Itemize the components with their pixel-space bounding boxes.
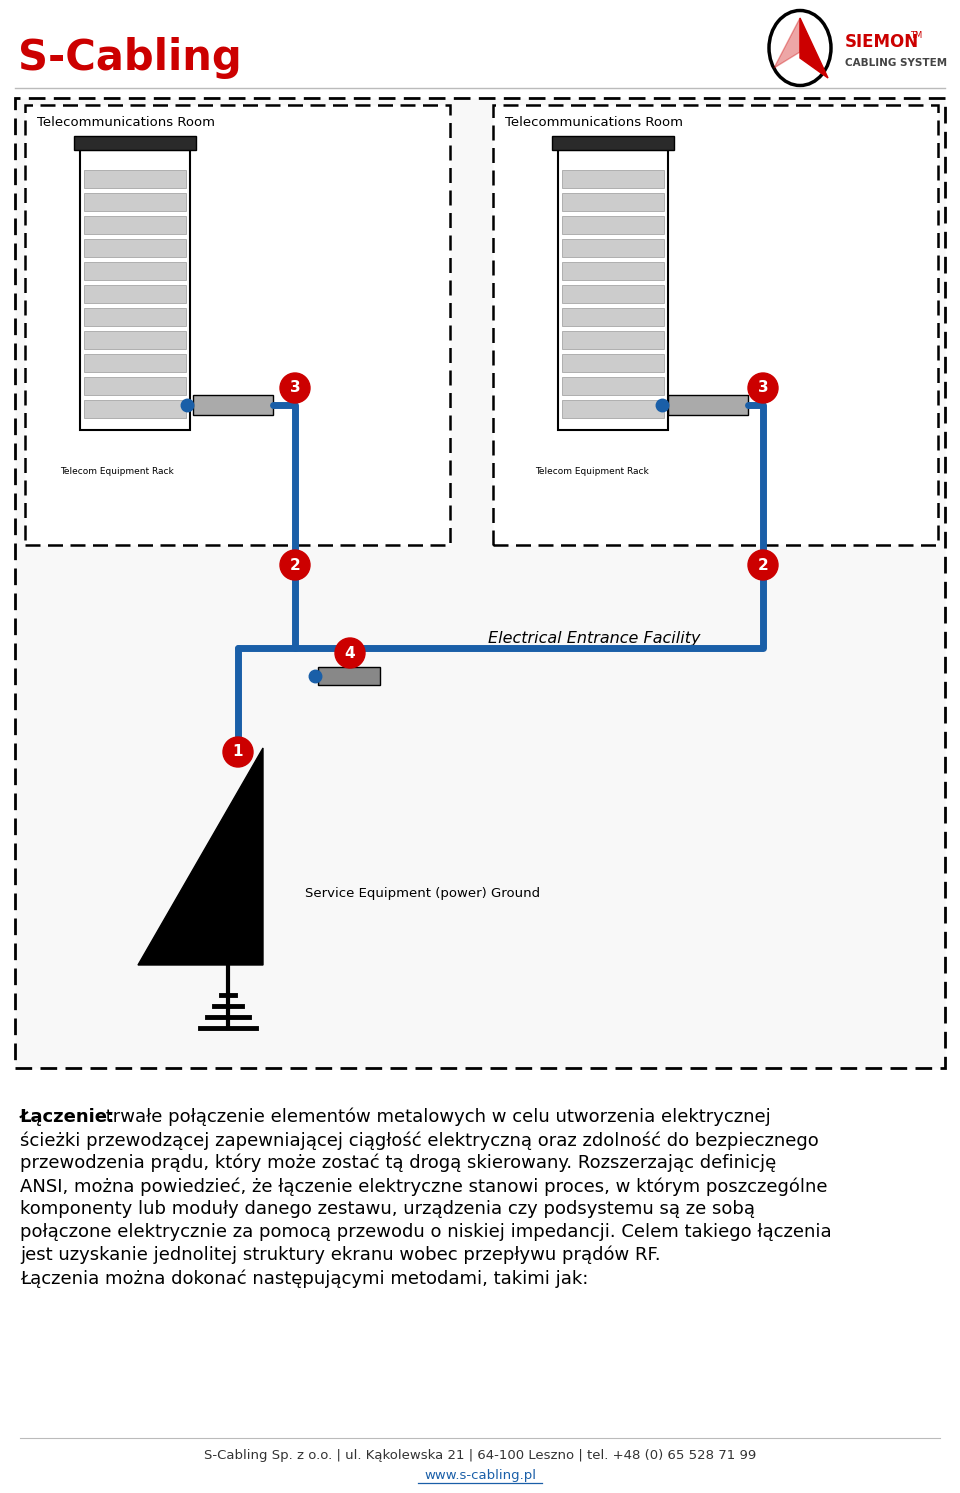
Text: Łączenia można dokonać następującymi metodami, takimi jak:: Łączenia można dokonać następującymi met… bbox=[20, 1269, 588, 1287]
Bar bbox=[562, 261, 664, 281]
Text: SIEMON: SIEMON bbox=[845, 33, 919, 51]
FancyBboxPatch shape bbox=[15, 99, 945, 1067]
Text: połączone elektrycznie za pomocą przewodu o niskiej impedancji. Celem takiego łą: połączone elektrycznie za pomocą przewod… bbox=[20, 1223, 831, 1241]
Bar bbox=[84, 193, 186, 211]
Text: przewodzenia prądu, który może zostać tą drogą skierowany. Rozszerzając definicj: przewodzenia prądu, który może zostać tą… bbox=[20, 1154, 777, 1172]
Bar bbox=[558, 149, 668, 430]
Text: ścieżki przewodzącej zapewniającej ciągłość elektryczną oraz zdolność do bezpiec: ścieżki przewodzącej zapewniającej ciągł… bbox=[20, 1132, 819, 1150]
Bar bbox=[84, 378, 186, 396]
Text: S-Cabling: S-Cabling bbox=[18, 37, 242, 79]
Circle shape bbox=[335, 638, 365, 667]
Bar bbox=[318, 667, 380, 685]
Bar bbox=[562, 170, 664, 188]
Text: 3: 3 bbox=[757, 381, 768, 396]
Bar bbox=[84, 354, 186, 372]
Text: Electrical Entrance Facility: Electrical Entrance Facility bbox=[488, 630, 701, 645]
Circle shape bbox=[748, 549, 778, 579]
Polygon shape bbox=[774, 18, 800, 69]
Bar bbox=[562, 378, 664, 396]
Bar bbox=[84, 331, 186, 349]
Text: Telecommunications Room: Telecommunications Room bbox=[505, 116, 683, 130]
Bar bbox=[84, 285, 186, 303]
Bar bbox=[562, 354, 664, 372]
Text: TM: TM bbox=[910, 31, 923, 40]
Text: Telecommunications Room: Telecommunications Room bbox=[37, 116, 215, 130]
Circle shape bbox=[748, 373, 778, 403]
Text: 2: 2 bbox=[290, 557, 300, 572]
Text: S-Cabling Sp. z o.o. | ul. Kąkolewska 21 | 64-100 Leszno | tel. +48 (0) 65 528 7: S-Cabling Sp. z o.o. | ul. Kąkolewska 21… bbox=[204, 1450, 756, 1463]
Bar bbox=[562, 239, 664, 257]
Text: Łączenie:: Łączenie: bbox=[20, 1108, 115, 1126]
FancyBboxPatch shape bbox=[493, 105, 938, 545]
Polygon shape bbox=[800, 18, 828, 78]
Bar bbox=[84, 400, 186, 418]
Bar bbox=[74, 136, 196, 149]
Text: komponenty lub moduły danego zestawu, urządzenia czy podsystemu są ze sobą: komponenty lub moduły danego zestawu, ur… bbox=[20, 1200, 755, 1218]
Text: trwałe połączenie elementów metalowych w celu utworzenia elektrycznej: trwałe połączenie elementów metalowych w… bbox=[100, 1108, 771, 1127]
Text: jest uzyskanie jednolitej struktury ekranu wobec przepływu prądów RF.: jest uzyskanie jednolitej struktury ekra… bbox=[20, 1247, 660, 1265]
Bar bbox=[562, 193, 664, 211]
Bar bbox=[562, 216, 664, 234]
Text: ANSI, można powiedzieć, że łączenie elektryczne stanowi proces, w którym poszcze: ANSI, można powiedzieć, że łączenie elek… bbox=[20, 1176, 828, 1196]
Bar bbox=[562, 400, 664, 418]
Bar bbox=[84, 216, 186, 234]
Text: Service Equipment (power) Ground: Service Equipment (power) Ground bbox=[305, 887, 540, 899]
Text: 2: 2 bbox=[757, 557, 768, 572]
Text: Telecom Equipment Rack: Telecom Equipment Rack bbox=[535, 467, 649, 476]
Text: 3: 3 bbox=[290, 381, 300, 396]
Bar bbox=[80, 149, 190, 430]
Text: CABLING SYSTEM: CABLING SYSTEM bbox=[845, 58, 948, 69]
Text: Telecom Equipment Rack: Telecom Equipment Rack bbox=[60, 467, 174, 476]
FancyBboxPatch shape bbox=[25, 105, 450, 545]
Bar bbox=[84, 239, 186, 257]
Bar bbox=[193, 396, 273, 415]
Bar bbox=[552, 136, 674, 149]
Bar bbox=[562, 331, 664, 349]
Bar bbox=[84, 308, 186, 325]
Bar bbox=[84, 261, 186, 281]
Bar bbox=[562, 308, 664, 325]
Bar bbox=[84, 170, 186, 188]
Polygon shape bbox=[138, 748, 263, 964]
Bar bbox=[668, 396, 748, 415]
Text: www.s-cabling.pl: www.s-cabling.pl bbox=[424, 1469, 536, 1483]
Circle shape bbox=[280, 373, 310, 403]
Circle shape bbox=[280, 549, 310, 579]
Bar bbox=[562, 285, 664, 303]
Circle shape bbox=[223, 738, 253, 767]
Text: 4: 4 bbox=[345, 645, 355, 660]
Text: 1: 1 bbox=[232, 745, 243, 760]
